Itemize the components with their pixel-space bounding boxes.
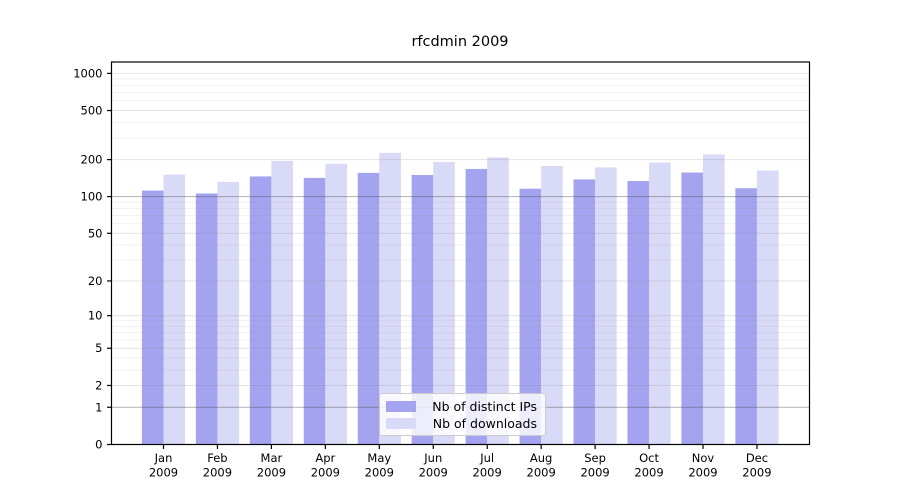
x-tick-label-year: 2009: [365, 466, 394, 480]
bar-downloads-jan: [163, 174, 186, 445]
legend-label-downloads: Nb of downloads: [432, 415, 537, 431]
bar-distinct-ips-jan: [141, 190, 164, 445]
bar-downloads-jun: [433, 162, 455, 445]
bar-downloads-dec: [756, 170, 779, 445]
bar-downloads-may: [379, 152, 401, 445]
y-tick-label: 500: [81, 104, 103, 118]
y-tick-label: 5: [95, 341, 102, 355]
legend-label-distinct-ips: Nb of distinct IPs: [432, 398, 537, 414]
x-tick-label-month: Feb: [207, 451, 227, 465]
x-tick-label-month: Oct: [639, 451, 659, 465]
x-tick-label-year: 2009: [580, 466, 609, 480]
y-tick-label: 200: [81, 153, 103, 167]
x-tick-label-month: Jun: [423, 451, 442, 465]
x-tick-label-month: Jan: [154, 451, 173, 465]
x-tick-label-year: 2009: [634, 466, 663, 480]
x-tick-label-month: Sep: [584, 451, 606, 465]
y-tick-label: 20: [88, 274, 103, 288]
bar-downloads-aug: [541, 165, 563, 445]
bar-distinct-ips-apr: [303, 177, 326, 445]
x-tick-label-year: 2009: [203, 466, 232, 480]
x-tick-label-month: Nov: [692, 451, 715, 465]
y-tick-label: 1: [95, 400, 102, 414]
bar-distinct-ips-mar: [249, 176, 272, 445]
bars-group: [141, 152, 779, 445]
bar-downloads-nov: [703, 154, 725, 445]
x-tick-label-month: Dec: [746, 451, 768, 465]
x-tick-label-year: 2009: [149, 466, 178, 480]
x-tick-label-year: 2009: [688, 466, 717, 480]
x-axis: Jan2009Feb2009Mar2009Apr2009May2009Jun20…: [149, 444, 772, 480]
bar-distinct-ips-may: [357, 172, 380, 445]
x-tick-label-year: 2009: [742, 466, 771, 480]
bar-distinct-ips-sep: [573, 179, 596, 445]
bar-distinct-ips-oct: [627, 180, 650, 445]
x-tick-label-month: Mar: [261, 451, 283, 465]
x-tick-label-month: Aug: [530, 451, 552, 465]
legend-swatch-downloads: [386, 417, 416, 429]
bar-distinct-ips-jul: [465, 168, 488, 445]
y-tick-label: 10: [88, 309, 103, 323]
bar-downloads-oct: [649, 162, 671, 445]
bar-downloads-apr: [325, 163, 347, 445]
legend: Nb of distinct IPs Nb of downloads: [379, 393, 546, 436]
bar-downloads-jul: [487, 157, 509, 445]
chart-title: rfcdmin 2009: [411, 34, 509, 50]
x-tick-label-year: 2009: [257, 466, 286, 480]
y-tick-label: 1000: [73, 66, 102, 80]
x-tick-label-month: May: [367, 451, 391, 465]
bar-downloads-feb: [217, 181, 240, 445]
y-tick-label: 100: [81, 190, 103, 204]
x-tick-label-month: Apr: [315, 451, 335, 465]
bar-downloads-mar: [271, 160, 293, 445]
y-tick-label: 0: [95, 438, 102, 452]
gridlines-group: [111, 72, 810, 408]
x-tick-label-year: 2009: [419, 466, 448, 480]
x-tick-label-year: 2009: [527, 466, 556, 480]
x-tick-label-year: 2009: [473, 466, 502, 480]
y-tick-label: 50: [88, 226, 103, 240]
x-tick-label-month: Jul: [479, 451, 494, 465]
bar-distinct-ips-dec: [735, 188, 757, 445]
plot-border: [110, 61, 811, 446]
legend-swatch-distinct-ips: [386, 400, 416, 412]
y-tick-label: 2: [95, 378, 102, 392]
x-tick-label-year: 2009: [311, 466, 340, 480]
bar-distinct-ips-jun: [411, 174, 434, 445]
bar-distinct-ips-nov: [681, 172, 703, 445]
legend-item-downloads: Nb of downloads: [386, 415, 537, 431]
bar-downloads-sep: [595, 167, 617, 445]
bar-distinct-ips-feb: [195, 193, 218, 445]
bar-distinct-ips-aug: [519, 188, 542, 445]
legend-item-distinct-ips: Nb of distinct IPs: [386, 398, 537, 414]
